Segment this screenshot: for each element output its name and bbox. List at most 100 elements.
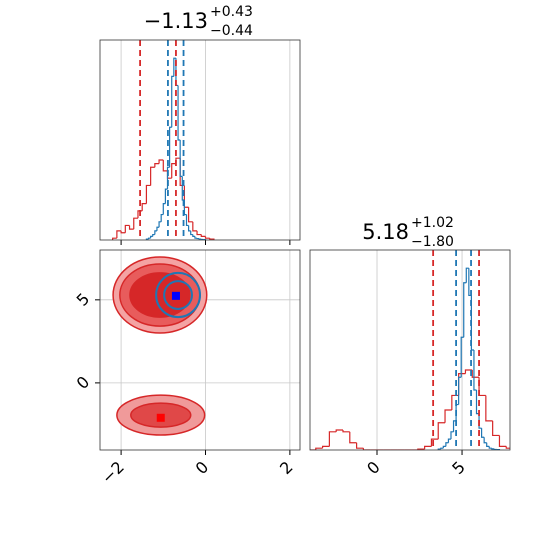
histogram-step — [112, 237, 117, 240]
histogram-step — [430, 438, 439, 447]
x-tick-label: 2 — [276, 457, 297, 478]
histogram-step — [328, 431, 337, 447]
histogram-step — [471, 370, 480, 378]
histogram-step — [162, 160, 168, 172]
axes-frame — [309, 249, 511, 451]
histogram-step — [493, 448, 497, 450]
histogram-step — [164, 188, 168, 204]
x-tick-label: 0 — [363, 457, 384, 478]
histogram-step — [150, 235, 153, 239]
histogram-step — [169, 126, 172, 168]
histogram-step — [156, 226, 160, 231]
histogram-step — [158, 221, 162, 228]
contour-level — [155, 271, 201, 319]
plot-area — [112, 40, 215, 240]
histogram-step — [158, 159, 164, 164]
contour-level — [163, 280, 193, 310]
histogram-step — [442, 445, 446, 449]
histogram-step — [160, 213, 164, 222]
axes-frame — [99, 39, 301, 241]
histogram-step — [152, 233, 155, 237]
histogram-step — [315, 447, 323, 450]
marker — [171, 291, 180, 300]
histogram-step — [179, 140, 183, 177]
histogram-step — [480, 428, 485, 438]
y-tick-label: 0 — [73, 372, 94, 393]
histogram-step — [335, 429, 343, 432]
histogram-step — [437, 422, 446, 440]
histogram-step — [198, 238, 202, 240]
title-upper-error: +0.43 — [210, 4, 253, 20]
contour-level — [129, 272, 191, 318]
histogram-step — [204, 236, 210, 239]
histogram-step — [120, 230, 126, 234]
histogram-step — [478, 377, 486, 397]
histogram-step — [362, 448, 371, 450]
histogram-step — [173, 57, 176, 77]
histogram-step — [492, 420, 500, 437]
histogram-step — [194, 236, 198, 239]
histogram-step — [458, 376, 462, 405]
x-tick-label: 5 — [448, 457, 469, 478]
histogram-step — [185, 214, 189, 227]
x-tick-label: −2 — [98, 457, 128, 487]
plot-area — [310, 250, 510, 450]
histogram-step — [162, 203, 166, 215]
histogram-step — [196, 230, 202, 236]
title-lower-error: −1.80 — [411, 234, 454, 250]
histogram-step — [128, 225, 134, 230]
histogram-step — [463, 282, 467, 338]
histogram-step — [355, 442, 364, 449]
histogram-step — [150, 166, 155, 186]
histogram-step — [190, 230, 193, 236]
x-tick-label: 0 — [192, 457, 213, 478]
histogram-step — [171, 75, 174, 128]
histogram-step — [188, 225, 191, 232]
histogram-step — [447, 438, 451, 443]
plot-area — [112, 256, 208, 436]
histogram-step — [171, 163, 176, 179]
histogram-step — [424, 445, 432, 450]
histogram-step — [147, 237, 151, 240]
y-tick-label: 5 — [73, 289, 94, 310]
histogram-step — [200, 234, 206, 237]
histogram-step — [445, 442, 449, 447]
panel-title: −1.13 — [144, 9, 208, 33]
title-upper-error: +1.02 — [411, 215, 454, 231]
histogram-step — [209, 238, 215, 240]
histogram-step — [488, 446, 492, 449]
histogram-step — [498, 435, 507, 447]
histogram-step — [478, 413, 482, 429]
histogram-step — [177, 85, 181, 141]
histogram-step — [188, 207, 193, 223]
histogram-step — [486, 442, 490, 447]
histogram-step — [440, 447, 444, 450]
marker — [156, 413, 165, 422]
histogram-step — [145, 184, 151, 204]
title-lower-error: −0.44 — [210, 23, 253, 39]
histogram-step — [116, 230, 122, 239]
histogram-step — [349, 431, 357, 444]
histogram-step — [321, 445, 330, 449]
histogram-step — [450, 431, 454, 440]
histogram-step — [141, 203, 147, 211]
histogram-step — [473, 350, 477, 391]
histogram-step — [133, 217, 138, 230]
histogram-step — [483, 437, 487, 444]
histogram-step — [124, 224, 130, 233]
histogram-step — [485, 395, 493, 422]
histogram-step — [192, 234, 195, 237]
histogram-step — [465, 267, 469, 283]
histogram-step — [444, 409, 452, 423]
histogram-step — [460, 336, 464, 378]
histogram-step — [192, 221, 198, 232]
panel-title: 5.18 — [362, 220, 409, 244]
histogram-step — [342, 430, 350, 433]
histogram-step — [183, 185, 189, 208]
histogram-step — [154, 163, 160, 168]
histogram-step — [491, 448, 495, 450]
histogram-step — [464, 369, 473, 374]
histogram-step — [154, 230, 157, 235]
axes-frame — [99, 249, 301, 451]
